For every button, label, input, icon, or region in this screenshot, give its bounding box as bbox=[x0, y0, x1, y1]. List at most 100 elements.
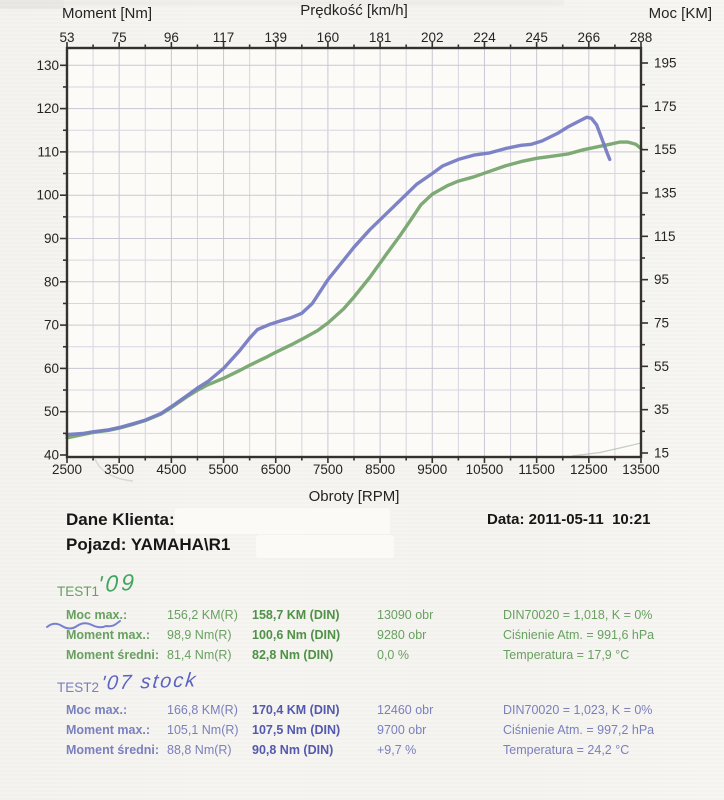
right-axis-label: 75 bbox=[654, 316, 669, 331]
test2-row-moc-max: Moc max.: 166,8 KM(R) 170,4 KM (DIN) 124… bbox=[66, 703, 716, 719]
left-axis-label: 120 bbox=[36, 101, 59, 116]
bottom-axis-label: 6500 bbox=[261, 462, 291, 477]
right-axis-label: 115 bbox=[654, 229, 676, 244]
top-axis-label: 117 bbox=[213, 30, 235, 45]
value-info: Temperatura = 17,9 °C bbox=[503, 648, 630, 662]
top-axis-label: 202 bbox=[421, 30, 444, 45]
client-data-label: Dane Klienta: bbox=[66, 510, 175, 529]
left-axis-title: Moment [Nm] bbox=[62, 5, 152, 22]
top-axis-label: 160 bbox=[317, 30, 340, 45]
bottom-axis-label: 11500 bbox=[518, 462, 555, 477]
right-axis-label: 175 bbox=[654, 99, 677, 114]
test2-handwritten-note: '07 stock bbox=[99, 669, 199, 695]
value-rpm: 9700 obr bbox=[377, 723, 427, 737]
bottom-axis-label: 7500 bbox=[313, 462, 343, 477]
bottom-axis-label: 4500 bbox=[156, 462, 186, 477]
test1-heading: TEST1 bbox=[57, 584, 100, 599]
bottom-axis-label: 10500 bbox=[466, 462, 504, 477]
plot-area bbox=[67, 48, 641, 457]
value-info: Temperatura = 24,2 °C bbox=[503, 743, 630, 757]
value-info: DIN70020 = 1,023, K = 0% bbox=[503, 703, 653, 717]
value-pct: +9,7 % bbox=[377, 743, 417, 757]
whiteout-vehicle bbox=[256, 535, 394, 558]
curve-test2-blue bbox=[65, 115, 612, 437]
top-axis-label: 139 bbox=[264, 30, 287, 45]
scan-smudge-band bbox=[0, 0, 64, 9]
left-axis-label: 80 bbox=[44, 274, 59, 289]
curve-test1-green bbox=[65, 140, 643, 440]
value-info: DIN70020 = 1,018, K = 0% bbox=[503, 608, 653, 622]
row-label: Moment max.: bbox=[66, 628, 151, 642]
bottom-axis-label: 8500 bbox=[365, 462, 395, 477]
value-din: 170,4 KM (DIN) bbox=[252, 703, 340, 717]
value-din: 100,6 Nm (DIN) bbox=[252, 628, 341, 642]
value-r: 105,1 Nm(R) bbox=[167, 723, 239, 737]
value-info: Ciśnienie Atm. = 991,6 hPa bbox=[503, 628, 655, 642]
top-axis-label: 245 bbox=[525, 30, 548, 45]
test1-row-moment-max: Moment max.: 98,9 Nm(R) 100,6 Nm (DIN) 9… bbox=[66, 628, 716, 644]
top-axis-label: 75 bbox=[112, 30, 127, 45]
right-axis-label: 15 bbox=[654, 446, 669, 461]
row-label: Moment średni: bbox=[66, 743, 160, 757]
plot-frame bbox=[65, 46, 643, 459]
right-axis-label: 155 bbox=[654, 142, 677, 157]
test2-row-moment-max: Moment max.: 105,1 Nm(R) 107,5 Nm (DIN) … bbox=[66, 723, 716, 739]
whiteout-client-name bbox=[175, 508, 390, 534]
right-axis-label: 55 bbox=[654, 359, 669, 374]
row-label: Moment max.: bbox=[66, 723, 151, 737]
value-din: 90,8 Nm (DIN) bbox=[252, 743, 334, 757]
left-axis-label: 130 bbox=[36, 58, 59, 73]
left-axis-label: 70 bbox=[44, 318, 59, 333]
test1-row-moment-sredni: Moment średni: 81,4 Nm(R) 82,8 Nm (DIN) … bbox=[66, 648, 716, 664]
value-din: 107,5 Nm (DIN) bbox=[252, 723, 341, 737]
test1-handwritten-note: '09 bbox=[97, 568, 138, 598]
left-axis-label: 100 bbox=[36, 188, 59, 203]
top-axis-label: 224 bbox=[473, 30, 496, 45]
right-axis-label: 35 bbox=[654, 402, 669, 417]
row-label: Moc max.: bbox=[66, 703, 128, 717]
value-r: 88,8 Nm(R) bbox=[167, 743, 232, 757]
vehicle-label: Pojazd: YAMAHA\R1 bbox=[66, 535, 231, 554]
value-rpm: 13090 obr bbox=[377, 608, 434, 622]
test-date: Data: 2011-05-11 10:21 bbox=[487, 511, 651, 528]
test2-row-moment-sredni: Moment średni: 88,8 Nm(R) 90,8 Nm (DIN) … bbox=[66, 743, 716, 759]
test2-heading: TEST2 bbox=[57, 680, 100, 695]
value-r: 166,8 KM(R) bbox=[167, 703, 238, 717]
value-r: 98,9 Nm(R) bbox=[167, 628, 232, 642]
scan-artifact-mark bbox=[94, 458, 134, 482]
value-r: 81,4 Nm(R) bbox=[167, 648, 232, 662]
bottom-axis-label: 5500 bbox=[209, 462, 239, 477]
value-r: 156,2 KM(R) bbox=[167, 608, 238, 622]
bottom-axis-title: Obroty [RPM] bbox=[309, 488, 400, 505]
right-axis-label: 135 bbox=[654, 186, 677, 201]
left-axis-label: 90 bbox=[44, 231, 59, 246]
right-axis-label: 95 bbox=[654, 272, 669, 287]
left-axis-label: 50 bbox=[44, 404, 59, 419]
value-info: Ciśnienie Atm. = 997,2 hPa bbox=[503, 723, 655, 737]
row-label: Moc max.: bbox=[66, 608, 128, 622]
left-axis-label: 60 bbox=[44, 361, 59, 376]
right-axis-label: 195 bbox=[654, 56, 677, 71]
top-axis-label: 96 bbox=[164, 30, 179, 45]
top-axis-label: 266 bbox=[578, 30, 601, 45]
right-axis-title: Moc [KM] bbox=[649, 5, 712, 22]
value-pct: 0,0 % bbox=[377, 648, 409, 662]
bottom-axis-label: 2500 bbox=[52, 462, 82, 477]
bottom-axis-label: 12500 bbox=[570, 462, 608, 477]
bottom-axis-label: 3500 bbox=[104, 462, 134, 477]
bottom-axis-label: 9500 bbox=[417, 462, 447, 477]
scan-artifact-trace bbox=[571, 442, 642, 457]
value-rpm: 12460 obr bbox=[377, 703, 434, 717]
value-din: 82,8 Nm (DIN) bbox=[252, 648, 334, 662]
scan-smudge-band-faint bbox=[64, 0, 564, 6]
test1-row-moc-max: Moc max.: 156,2 KM(R) 158,7 KM (DIN) 130… bbox=[66, 608, 716, 624]
row-label: Moment średni: bbox=[66, 648, 160, 662]
top-axis-label: 288 bbox=[630, 30, 653, 45]
left-axis-label: 110 bbox=[37, 144, 59, 159]
value-rpm: 9280 obr bbox=[377, 628, 427, 642]
left-axis-label: 40 bbox=[44, 448, 59, 463]
bottom-axis-label: 13500 bbox=[622, 462, 660, 477]
value-din: 158,7 KM (DIN) bbox=[252, 608, 340, 622]
top-axis-label: 181 bbox=[369, 30, 392, 45]
